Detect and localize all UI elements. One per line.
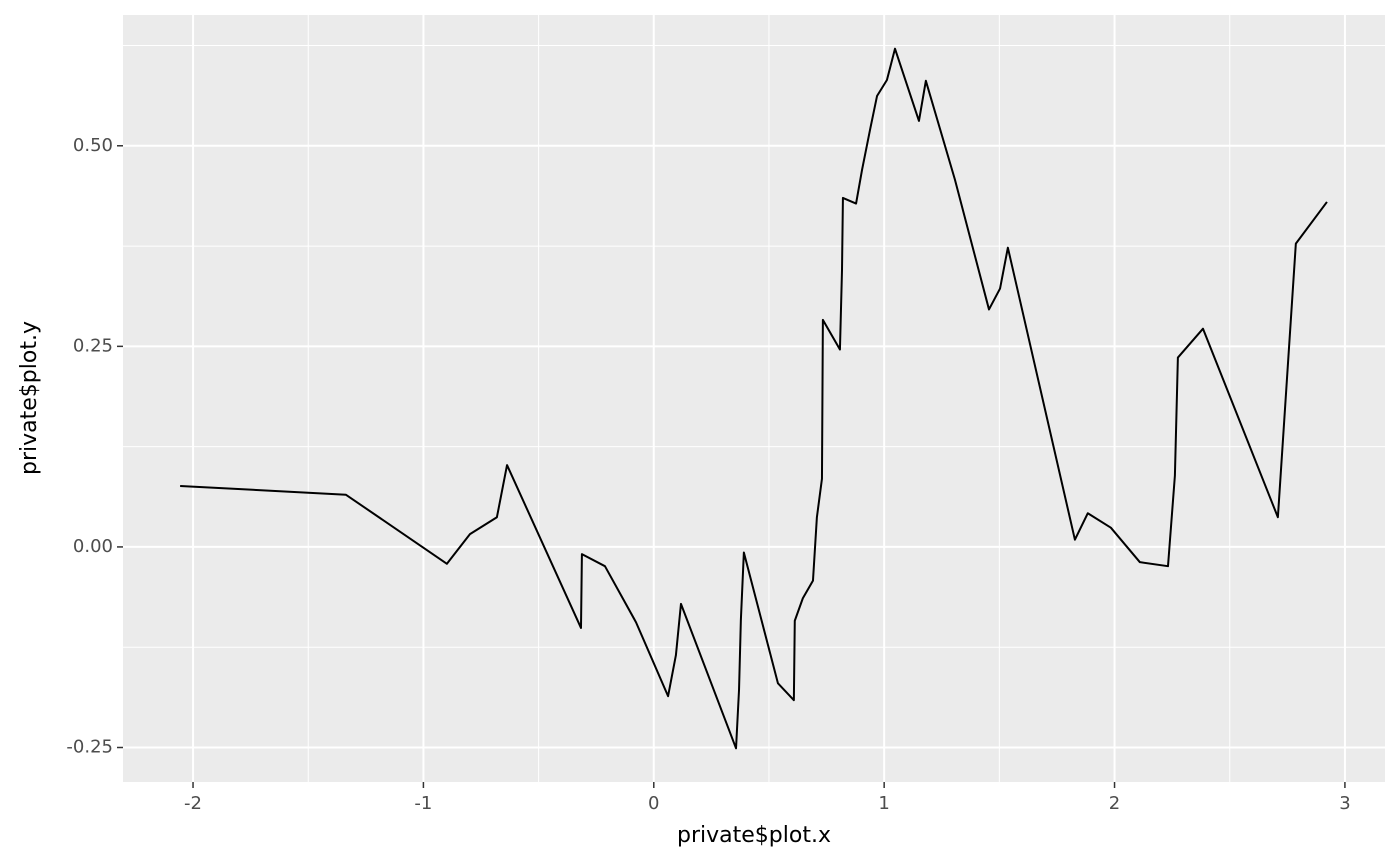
y-axis-title: private$plot.y (17, 321, 42, 475)
data-line (180, 47, 1328, 750)
x-tick-label: 1 (878, 793, 889, 814)
y-tick-label: -0.25 (66, 737, 113, 758)
x-axis-title: private$plot.x (677, 823, 831, 848)
x-tick-label: -1 (414, 793, 432, 814)
y-tick-label: 0.50 (73, 135, 113, 156)
x-tick-label: 2 (1109, 793, 1120, 814)
panel (123, 15, 1385, 782)
x-tick-label: -2 (184, 793, 202, 814)
x-tick-label: 3 (1339, 793, 1350, 814)
y-tick-label: 0.25 (73, 335, 113, 356)
x-tick-label: 0 (648, 793, 659, 814)
y-tick-label: 0.00 (73, 536, 113, 557)
